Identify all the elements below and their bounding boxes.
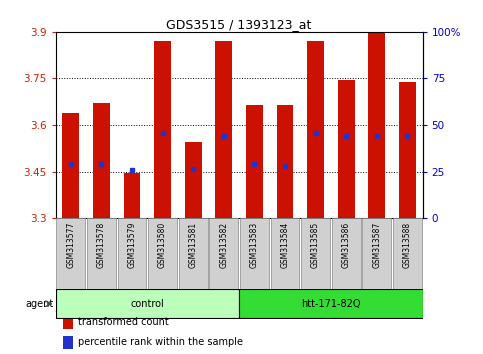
FancyBboxPatch shape bbox=[240, 218, 269, 289]
Text: GSM313584: GSM313584 bbox=[281, 222, 289, 268]
Bar bbox=[338, 80, 355, 218]
FancyBboxPatch shape bbox=[179, 218, 208, 289]
Bar bbox=[246, 105, 263, 218]
Bar bbox=[399, 81, 416, 218]
Text: GSM313587: GSM313587 bbox=[372, 222, 381, 268]
FancyBboxPatch shape bbox=[270, 218, 299, 289]
Text: GSM313585: GSM313585 bbox=[311, 222, 320, 268]
Bar bbox=[369, 32, 385, 218]
Text: GSM313583: GSM313583 bbox=[250, 222, 259, 268]
FancyBboxPatch shape bbox=[148, 218, 177, 289]
Text: GSM313581: GSM313581 bbox=[189, 222, 198, 268]
FancyBboxPatch shape bbox=[393, 218, 422, 289]
Title: GDS3515 / 1393123_at: GDS3515 / 1393123_at bbox=[167, 18, 312, 31]
Text: GSM313577: GSM313577 bbox=[66, 222, 75, 268]
FancyBboxPatch shape bbox=[87, 218, 116, 289]
Text: GSM313588: GSM313588 bbox=[403, 222, 412, 268]
Text: GSM313582: GSM313582 bbox=[219, 222, 228, 268]
Bar bbox=[185, 142, 201, 218]
Text: htt-171-82Q: htt-171-82Q bbox=[301, 299, 361, 309]
FancyBboxPatch shape bbox=[301, 218, 330, 289]
FancyBboxPatch shape bbox=[210, 218, 238, 289]
Bar bbox=[215, 41, 232, 218]
Bar bbox=[239, 290, 423, 318]
Text: control: control bbox=[130, 299, 164, 309]
Bar bbox=[307, 41, 324, 218]
Text: transformed count: transformed count bbox=[78, 317, 168, 327]
FancyBboxPatch shape bbox=[118, 218, 146, 289]
Bar bbox=[124, 173, 141, 218]
Text: percentile rank within the sample: percentile rank within the sample bbox=[78, 337, 242, 347]
Bar bbox=[93, 103, 110, 218]
Text: agent: agent bbox=[26, 299, 54, 309]
FancyBboxPatch shape bbox=[57, 218, 85, 289]
Bar bbox=[277, 105, 293, 218]
Bar bbox=[56, 290, 239, 318]
Bar bbox=[63, 336, 73, 349]
Text: GSM313578: GSM313578 bbox=[97, 222, 106, 268]
FancyBboxPatch shape bbox=[332, 218, 360, 289]
FancyBboxPatch shape bbox=[362, 218, 391, 289]
Bar bbox=[63, 316, 73, 329]
Bar bbox=[154, 41, 171, 218]
Text: GSM313586: GSM313586 bbox=[341, 222, 351, 268]
Text: GSM313579: GSM313579 bbox=[128, 222, 137, 268]
Text: GSM313580: GSM313580 bbox=[158, 222, 167, 268]
Bar bbox=[62, 113, 79, 218]
